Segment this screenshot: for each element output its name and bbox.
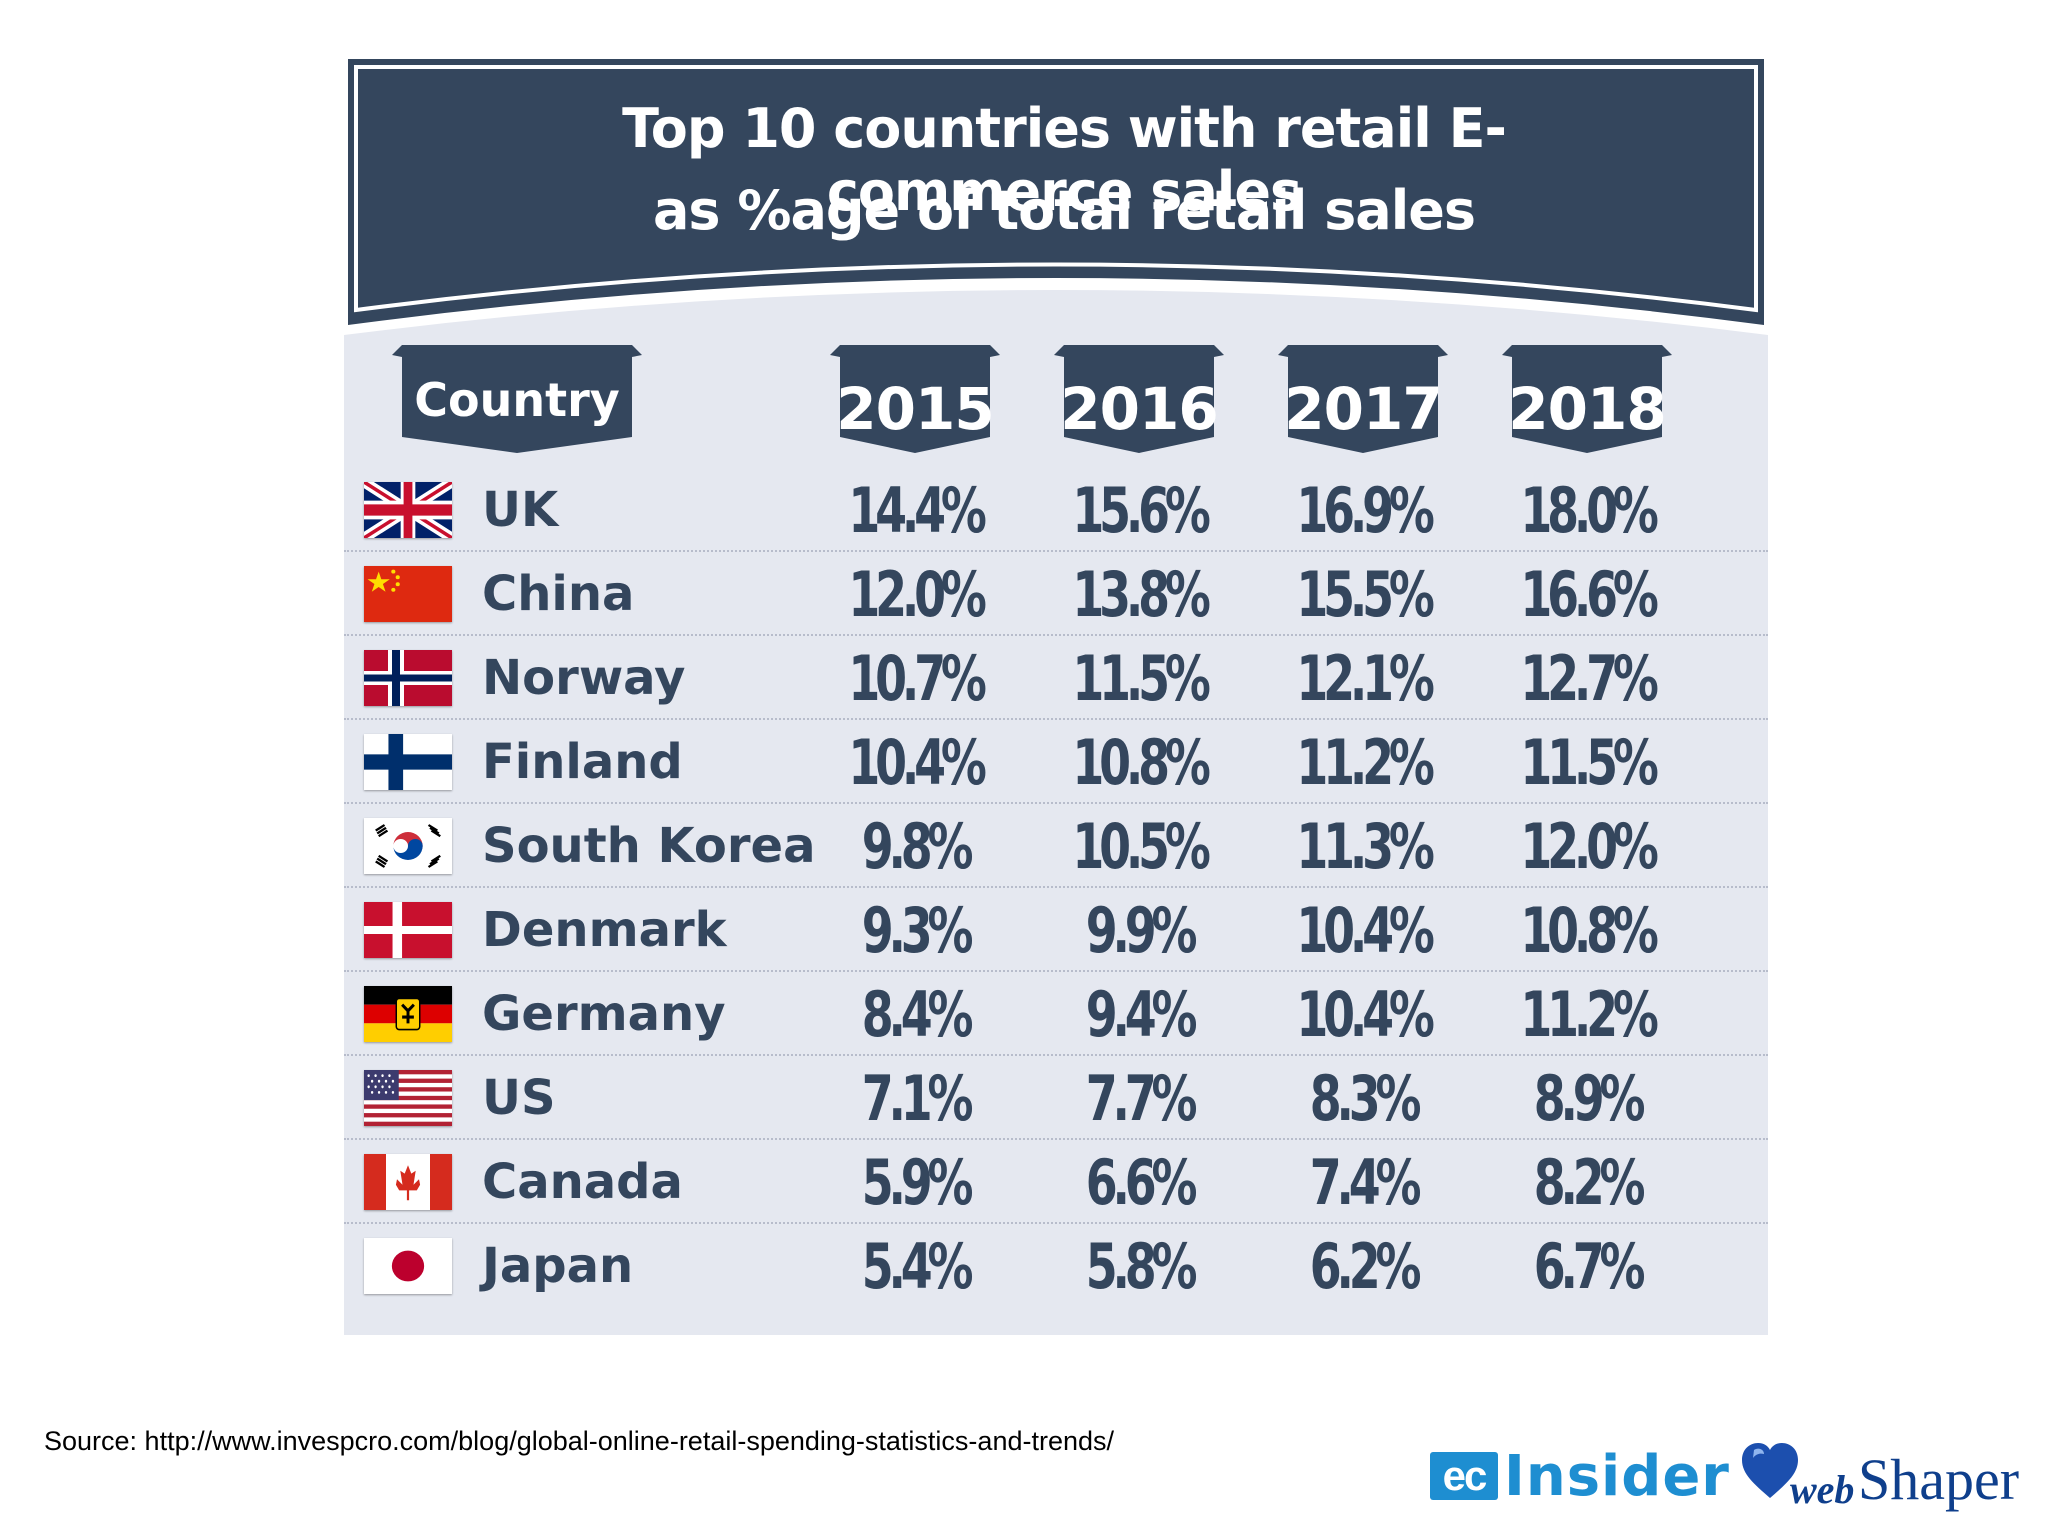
value-2017: 15.5%: [1296, 558, 1434, 631]
germany-flag-icon: [364, 986, 452, 1042]
china-flag-icon: [364, 566, 452, 622]
table-row: Japan 5.4% 5.8% 6.2% 6.7%: [344, 1224, 1768, 1308]
table-row: US 7.1% 7.7% 8.3% 8.9%: [344, 1056, 1768, 1140]
country-name: South Korea: [482, 818, 816, 874]
ecinsider-logo-text: Insider: [1504, 1444, 1730, 1509]
value-2017: 7.4%: [1309, 1146, 1422, 1219]
value-2016: 15.6%: [1072, 474, 1210, 547]
value-2017: 11.2%: [1296, 726, 1434, 799]
canada-flag-icon: [364, 1154, 452, 1210]
chart-title-line-2: as %age of total retail sales: [652, 179, 1476, 242]
chart-title-line-1: Top 10 countries with retail E-commerce …: [622, 97, 1507, 223]
webshaper-logo-web: web: [1790, 1467, 1855, 1512]
country-name: China: [482, 566, 635, 622]
country-name: Japan: [482, 1238, 634, 1294]
value-2015: 7.1%: [861, 1062, 974, 1135]
value-2016: 7.7%: [1085, 1062, 1198, 1135]
value-2015: 14.4%: [848, 474, 986, 547]
country-column-header: Country: [392, 345, 642, 455]
title-banner: [344, 55, 1768, 335]
value-2018: 6.7%: [1533, 1230, 1646, 1303]
table-row: Denmark 9.3% 9.9% 10.4% 10.8%: [344, 888, 1768, 972]
value-2018: 8.2%: [1533, 1146, 1646, 1219]
value-2018: 11.5%: [1520, 726, 1658, 799]
value-2017: 16.9%: [1296, 474, 1434, 547]
year-column-header-2016: 2016: [1054, 345, 1224, 455]
webshaper-logo-shaper: Shaper: [1858, 1447, 2020, 1512]
table-row: China 12.0% 13.8% 15.5% 16.6%: [344, 552, 1768, 636]
value-2017: 10.4%: [1296, 894, 1434, 967]
value-2016: 6.6%: [1085, 1146, 1198, 1219]
value-2018: 8.9%: [1533, 1062, 1646, 1135]
table-row: Finland 10.4% 10.8% 11.2% 11.5%: [344, 720, 1768, 804]
year-label-2015: 2015: [836, 375, 994, 443]
table-row: Norway 10.7% 11.5% 12.1% 12.7%: [344, 636, 1768, 720]
uk-flag-icon: [364, 482, 452, 538]
country-name: Canada: [482, 1154, 683, 1210]
value-2015: 9.8%: [861, 810, 974, 883]
value-2015: 5.4%: [861, 1230, 974, 1303]
value-2015: 12.0%: [848, 558, 986, 631]
table-row: Germany 8.4% 9.4% 10.4% 11.2%: [344, 972, 1768, 1056]
value-2017: 12.1%: [1296, 642, 1434, 715]
value-2018: 16.6%: [1520, 558, 1658, 631]
value-2016: 5.8%: [1085, 1230, 1198, 1303]
year-label-2016: 2016: [1060, 375, 1218, 443]
value-2018: 11.2%: [1520, 978, 1658, 1051]
year-label-2017: 2017: [1284, 375, 1442, 443]
country-name: US: [482, 1070, 556, 1126]
value-2015: 10.7%: [848, 642, 986, 715]
country-name: Germany: [482, 986, 726, 1042]
year-label-2018: 2018: [1508, 375, 1666, 443]
value-2017: 10.4%: [1296, 978, 1434, 1051]
infographic-table: Top 10 countries with retail E-commerce …: [344, 55, 1768, 1335]
webshaper-logo: web Shaper: [1740, 1440, 2040, 1520]
heart-icon: [1742, 1443, 1798, 1498]
country-column-header-label: Country: [414, 373, 620, 427]
value-2016: 10.5%: [1072, 810, 1210, 883]
country-name: Finland: [482, 734, 683, 790]
value-2017: 8.3%: [1309, 1062, 1422, 1135]
year-column-header-2018: 2018: [1502, 345, 1672, 455]
year-column-header-2017: 2017: [1278, 345, 1448, 455]
value-2015: 10.4%: [848, 726, 986, 799]
value-2018: 12.7%: [1520, 642, 1658, 715]
table-row: UK 14.4% 15.6% 16.9% 18.0%: [344, 468, 1768, 552]
norway-flag-icon: [364, 650, 452, 706]
value-2017: 11.3%: [1296, 810, 1434, 883]
denmark-flag-icon: [364, 902, 452, 958]
country-name: Denmark: [482, 902, 727, 958]
value-2015: 9.3%: [861, 894, 974, 967]
value-2018: 10.8%: [1520, 894, 1658, 967]
country-name: Norway: [482, 650, 686, 706]
value-2016: 9.4%: [1085, 978, 1198, 1051]
finland-flag-icon: [364, 734, 452, 790]
value-2016: 10.8%: [1072, 726, 1210, 799]
ec-logo-mark: ec: [1430, 1452, 1498, 1500]
value-2016: 11.5%: [1072, 642, 1210, 715]
value-2017: 6.2%: [1309, 1230, 1422, 1303]
value-2015: 8.4%: [861, 978, 974, 1051]
value-2018: 18.0%: [1520, 474, 1658, 547]
us-flag-icon: [364, 1070, 452, 1126]
south-korea-flag-icon: [364, 818, 452, 874]
year-column-header-2015: 2015: [830, 345, 1000, 455]
value-2015: 5.9%: [861, 1146, 974, 1219]
value-2018: 12.0%: [1520, 810, 1658, 883]
value-2016: 13.8%: [1072, 558, 1210, 631]
value-2016: 9.9%: [1085, 894, 1198, 967]
country-name: UK: [482, 482, 559, 538]
japan-flag-icon: [364, 1238, 452, 1294]
table-row: Canada 5.9% 6.6% 7.4% 8.2%: [344, 1140, 1768, 1224]
table-row: South Korea 9.8% 10.5% 11.3% 12.0%: [344, 804, 1768, 888]
source-note: Source: http://www.invespcro.com/blog/gl…: [44, 1426, 1115, 1456]
